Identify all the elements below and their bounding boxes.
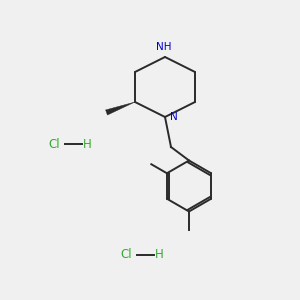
Polygon shape xyxy=(106,102,135,115)
Text: H: H xyxy=(82,137,91,151)
Text: Cl: Cl xyxy=(120,248,132,262)
Text: NH: NH xyxy=(156,42,171,52)
Text: Cl: Cl xyxy=(48,137,60,151)
Text: N: N xyxy=(170,112,178,122)
Text: H: H xyxy=(154,248,164,262)
